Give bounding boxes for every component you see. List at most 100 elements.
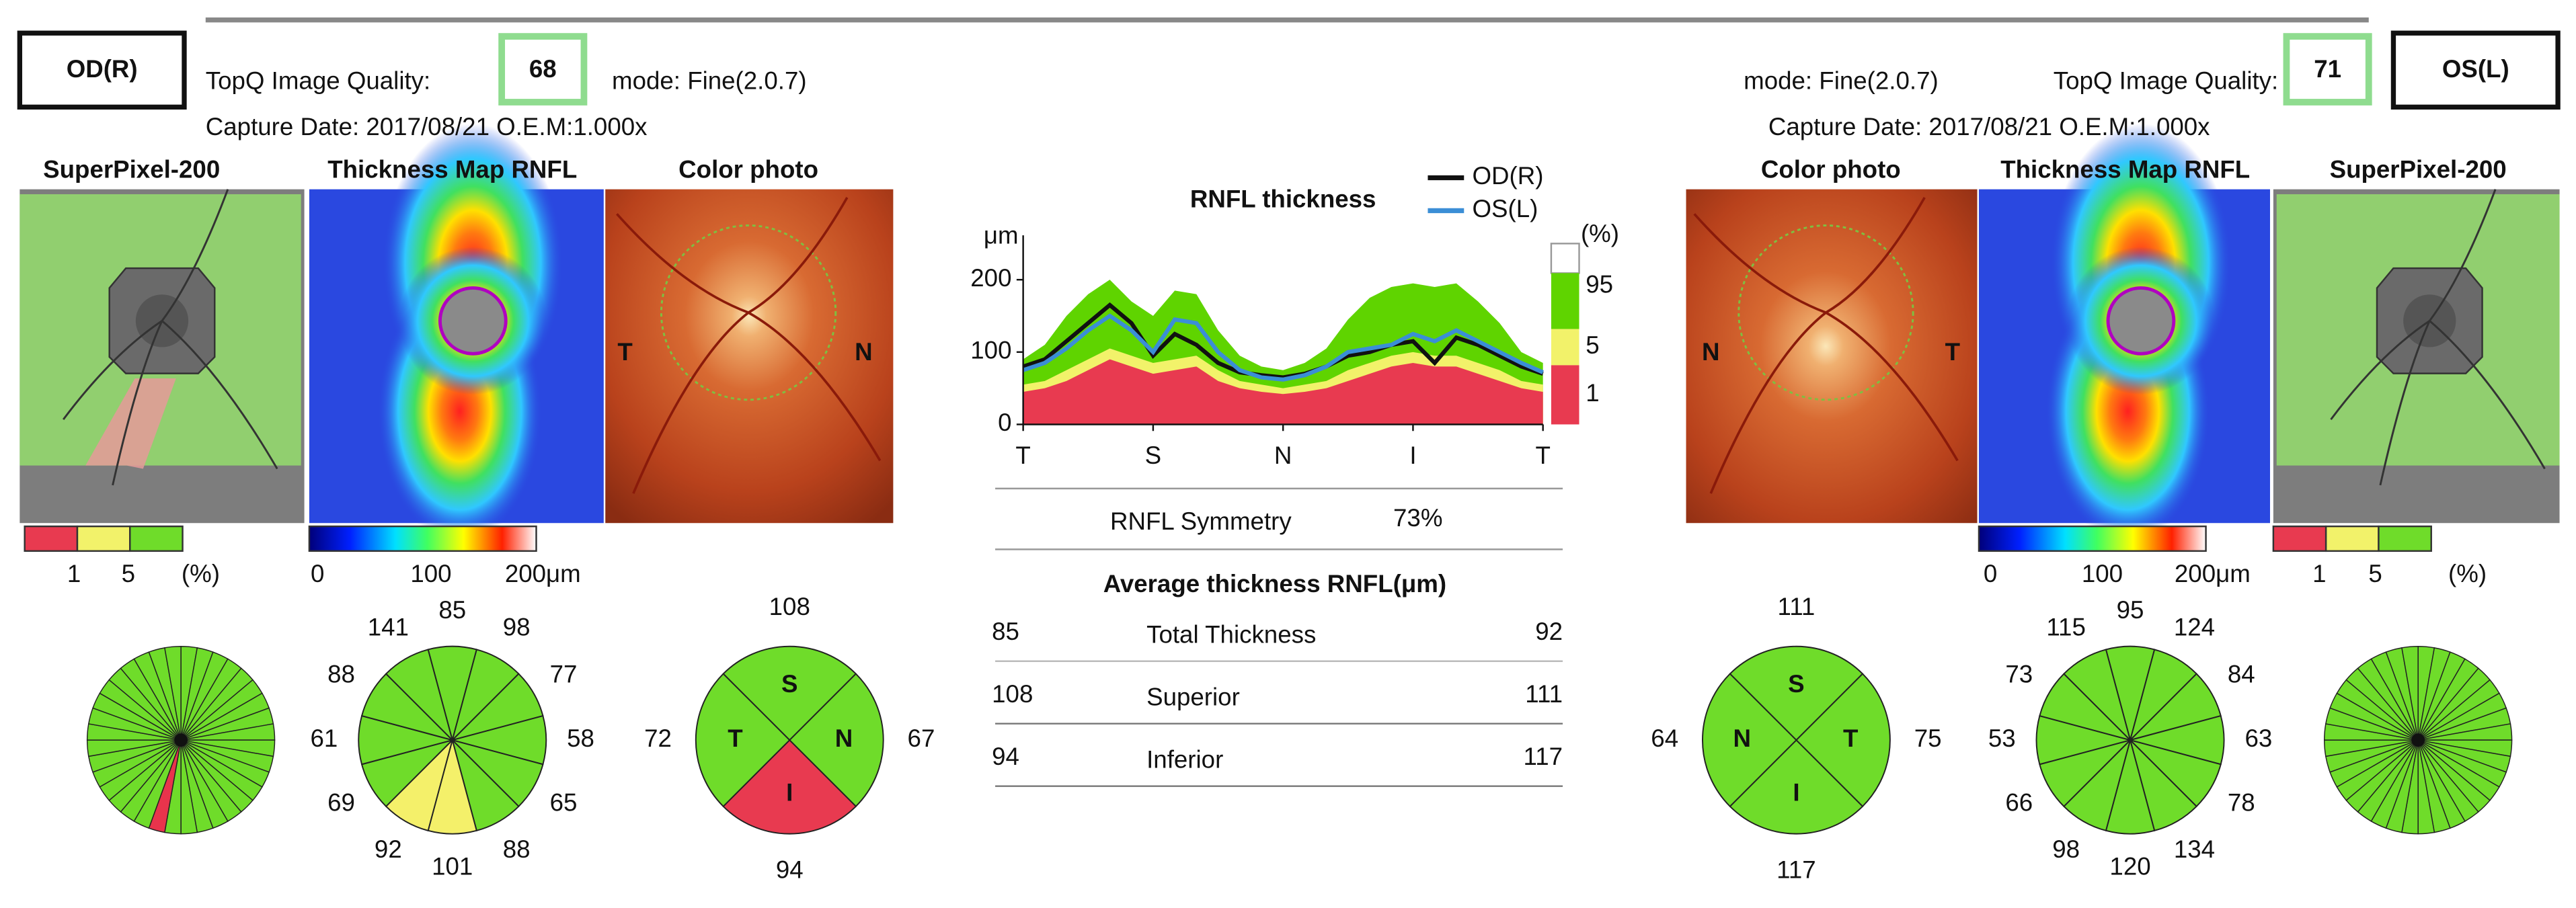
thickness-scale-label: 100: [410, 560, 451, 587]
x-tick-label: N: [1274, 442, 1292, 469]
image-title: SuperPixel-200: [2330, 155, 2507, 183]
clock-value: 98: [503, 614, 531, 641]
vessel: [161, 320, 278, 470]
images: [19, 123, 2560, 543]
vessel: [748, 311, 882, 462]
clock-value: 65: [550, 788, 578, 816]
percentile-scale-label: (%): [182, 560, 220, 587]
photo-side: N: [855, 338, 873, 366]
clock-value: 101: [432, 853, 473, 880]
quadrant-value: 64: [1651, 725, 1678, 752]
norm-band: [1023, 359, 1543, 425]
symmetry-value: 73%: [1393, 504, 1442, 532]
clock-value: 61: [311, 725, 338, 752]
clock-value: 69: [327, 788, 355, 816]
thickness-scale-label: 200μm: [505, 560, 581, 587]
clock-value: 84: [2228, 660, 2255, 688]
frame: [498, 33, 588, 106]
vessel: [161, 189, 229, 322]
clock-sector: [385, 649, 454, 743]
clock-sector: [2063, 649, 2132, 743]
band-unit: (%): [1581, 220, 1619, 247]
band-label: 1: [1586, 379, 1599, 407]
image-title: SuperPixel-200: [43, 155, 220, 183]
band-swatch: [1550, 243, 1580, 274]
quadrant: [788, 673, 884, 808]
quadrant-letter: N: [1733, 725, 1751, 752]
quadrant: [722, 739, 857, 835]
thickness-scale-label: 100: [2082, 560, 2123, 587]
capture-date: Capture Date: 2017/08/21 O.E.M:1.000x: [1768, 113, 2210, 140]
x-tick-label: T: [1535, 442, 1550, 469]
band-label: 95: [1586, 271, 1613, 298]
eye-label: OD(R): [67, 55, 138, 83]
photo-side: T: [617, 338, 633, 366]
quality-value: 68: [529, 55, 557, 83]
photo-side: T: [1945, 338, 1961, 366]
thickness-line: [1022, 302, 1544, 380]
clock-value: 85: [438, 596, 466, 624]
image-title: Color photo: [1761, 155, 1901, 183]
row-label: Superior: [1146, 684, 1240, 711]
clock-value: 98: [2052, 835, 2080, 863]
frame: [2283, 33, 2372, 106]
clock-value: 66: [2005, 788, 2033, 816]
quadrant-value: 108: [769, 593, 810, 620]
superpixel-sector: [164, 645, 182, 741]
percentile-swatch: [2272, 525, 2327, 552]
chart-title: RNFL thickness: [1190, 185, 1376, 212]
vessel: [112, 320, 163, 486]
quadrant: [1729, 739, 1864, 835]
clock-value: 115: [2046, 614, 2086, 641]
image-title: Thickness Map RNFL: [2000, 155, 2250, 183]
x-tick-label: T: [1015, 442, 1030, 469]
measure-circle: [1738, 224, 1914, 401]
clock-value: 134: [2174, 835, 2215, 863]
vessel: [1709, 311, 1827, 494]
clock-value: 92: [375, 835, 402, 863]
row-label: Inferior: [1146, 746, 1223, 774]
quadrant: [1795, 673, 1891, 808]
abnormal-strip: [85, 378, 176, 469]
legend-label: OD(R): [1472, 162, 1543, 190]
frame: [17, 30, 187, 110]
mode: mode: Fine(2.0.7): [612, 67, 807, 94]
vessel: [748, 196, 849, 314]
legend-label: OS(L): [1472, 195, 1538, 222]
quadrant-value: 94: [776, 856, 804, 884]
os-thickness: 117: [1524, 743, 1563, 770]
clock-value: 77: [550, 660, 578, 688]
vessel: [2379, 320, 2431, 486]
band-label: 5: [1586, 331, 1599, 359]
quadrant-letter: S: [1788, 670, 1804, 698]
thickness-colorbar: [1978, 525, 2207, 552]
os-thickness: 92: [1535, 618, 1563, 645]
clock-value: 95: [2117, 596, 2144, 624]
percentile-swatch: [76, 525, 131, 552]
quadrant-letter: I: [1793, 779, 1799, 807]
quadrant-letter: I: [786, 779, 793, 807]
eye-label: OS(L): [2442, 55, 2509, 83]
od-thickness: 85: [992, 618, 1019, 645]
percentile-swatch: [24, 525, 79, 552]
band-swatch: [1551, 365, 1579, 425]
quality-label: TopQ Image Quality:: [206, 67, 430, 94]
od-thickness: 108: [992, 680, 1033, 708]
vessel: [2429, 189, 2497, 322]
clock-value: 88: [503, 835, 531, 863]
clock-value: 63: [2245, 725, 2272, 752]
vessel: [616, 213, 749, 314]
color-photo: [1686, 189, 1978, 524]
percentile-scale-label: 1: [67, 560, 81, 587]
vessel: [2429, 320, 2546, 470]
os-thickness: 111: [1525, 680, 1563, 708]
image-title: Color photo: [678, 155, 818, 183]
color-photo: [605, 189, 894, 524]
thickness-line: [1022, 313, 1544, 382]
measure-circle: [660, 224, 837, 401]
quadrant-value: 75: [1914, 725, 1942, 752]
x-tick-label: I: [1409, 442, 1416, 469]
quadrant-value: 72: [644, 725, 672, 752]
